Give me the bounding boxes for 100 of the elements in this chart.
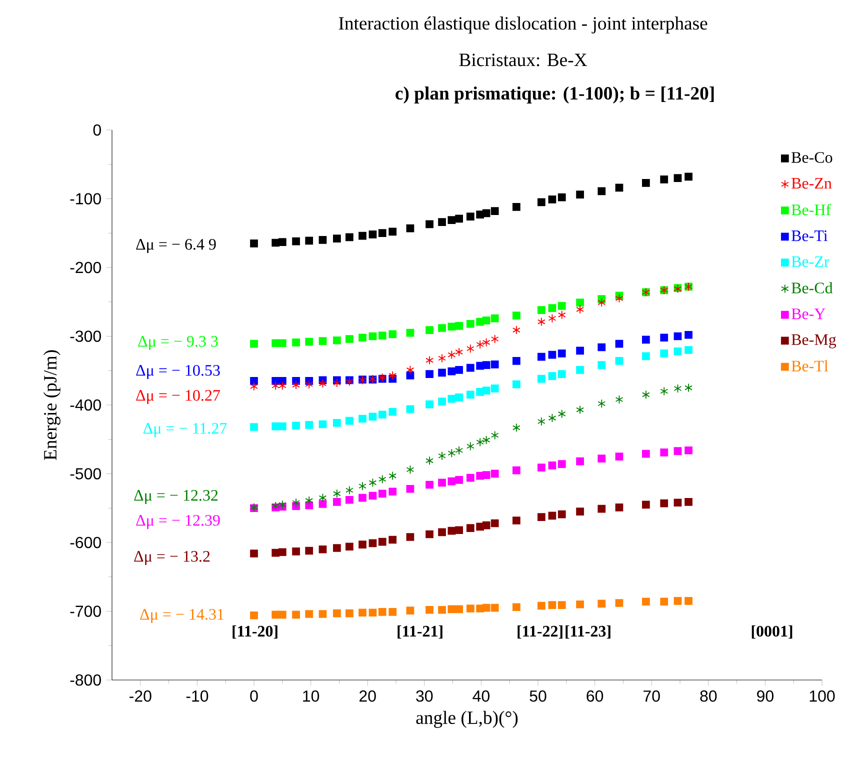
point	[558, 302, 566, 310]
point	[438, 354, 446, 363]
y-tick-label: -500	[70, 468, 101, 480]
legend-label: Be-Mg	[792, 334, 836, 348]
point	[482, 316, 490, 324]
point	[490, 360, 499, 368]
point	[378, 608, 386, 616]
point	[684, 596, 692, 605]
point	[615, 599, 624, 607]
point	[455, 393, 463, 402]
x-tick-label: 0	[250, 690, 258, 702]
point	[684, 346, 692, 354]
point	[278, 610, 286, 619]
x-tick-label: 90	[757, 690, 774, 702]
point	[598, 504, 606, 513]
point	[537, 374, 546, 383]
point	[642, 450, 650, 458]
y-tick-label: -600	[70, 536, 101, 548]
point	[512, 603, 520, 612]
point	[674, 447, 682, 455]
point	[406, 328, 414, 337]
annotation: [11-22]	[518, 625, 562, 639]
point	[292, 548, 300, 556]
point	[332, 544, 341, 552]
x-tick-label: 50	[530, 690, 546, 702]
point	[292, 422, 300, 430]
point	[406, 372, 414, 380]
point	[548, 512, 556, 520]
point	[358, 482, 366, 491]
point	[642, 598, 650, 606]
point	[318, 236, 327, 244]
point	[466, 320, 474, 328]
point	[332, 336, 341, 344]
y-axis-title: Energie (pJ/m)	[43, 350, 60, 460]
point	[490, 430, 499, 440]
point	[455, 605, 463, 614]
point	[537, 306, 546, 314]
point	[674, 498, 682, 507]
point	[358, 540, 366, 548]
point	[660, 448, 668, 456]
point	[368, 539, 377, 548]
point	[684, 498, 692, 506]
point	[438, 528, 446, 536]
point	[548, 462, 556, 470]
point	[490, 519, 499, 528]
point	[642, 336, 650, 344]
legend-label: Be-Zn	[792, 178, 832, 189]
point	[448, 367, 456, 376]
point	[482, 361, 490, 370]
point	[490, 314, 499, 322]
point	[482, 338, 490, 347]
point	[684, 330, 692, 339]
point	[576, 190, 584, 199]
point	[378, 474, 386, 484]
point	[512, 203, 520, 211]
point	[250, 377, 258, 385]
point	[548, 350, 556, 359]
point	[684, 172, 692, 181]
y-tick-label: 0	[93, 124, 101, 136]
point	[345, 496, 354, 504]
point	[292, 237, 300, 246]
point	[537, 464, 546, 472]
point	[358, 608, 366, 617]
point	[318, 337, 327, 345]
point	[406, 533, 414, 541]
point	[537, 352, 546, 361]
point	[642, 390, 650, 400]
point	[455, 366, 463, 374]
point	[332, 498, 341, 506]
point	[438, 218, 446, 226]
point	[598, 454, 606, 463]
point	[615, 452, 624, 460]
point	[615, 294, 624, 303]
point	[406, 405, 414, 414]
point	[278, 422, 286, 430]
point	[642, 500, 650, 509]
point	[490, 334, 499, 344]
point	[388, 228, 397, 236]
point	[345, 335, 354, 343]
point	[598, 343, 606, 352]
point	[642, 178, 650, 187]
point	[388, 408, 397, 416]
point	[684, 446, 692, 454]
point	[455, 214, 463, 223]
point	[368, 230, 377, 238]
point	[448, 448, 456, 458]
point	[512, 357, 520, 365]
point	[318, 493, 327, 502]
legend-label: Be-Cd	[792, 282, 833, 294]
x-tick-label: 60	[586, 690, 604, 702]
point	[615, 357, 624, 365]
x-tick-label: 30	[416, 690, 433, 702]
point	[345, 609, 354, 618]
point	[345, 486, 354, 495]
x-tick-label: 40	[472, 690, 490, 702]
point	[292, 380, 300, 390]
y-tick-label: -400	[70, 399, 101, 411]
point	[278, 339, 286, 348]
point	[512, 312, 520, 320]
point	[598, 298, 606, 308]
